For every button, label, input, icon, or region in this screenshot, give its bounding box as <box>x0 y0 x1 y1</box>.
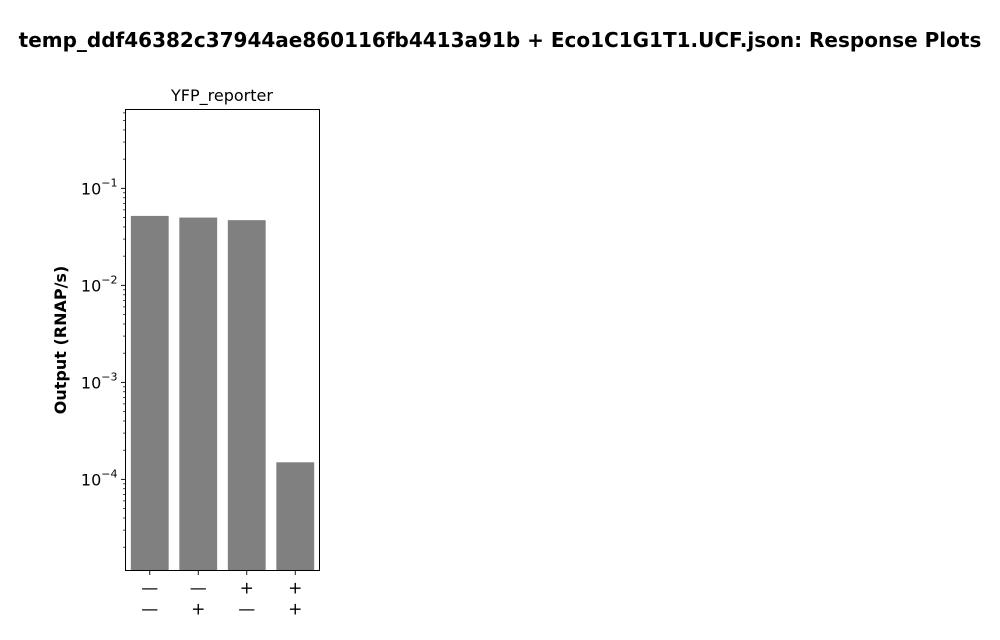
x-tick-label-row1: + <box>240 579 254 599</box>
x-tick-label-row2: + <box>191 600 205 620</box>
y-tick-label: 10−3 <box>81 370 118 392</box>
bar-4 <box>276 462 315 571</box>
figure-title: temp_ddf46382c37944ae860116fb4413a91b + … <box>18 28 982 52</box>
y-axis-title: Output (RNAP/s) <box>51 266 70 415</box>
y-tick-label: 10−2 <box>81 273 118 295</box>
bar-2 <box>179 217 218 571</box>
x-tick-label-row1: — <box>190 579 207 599</box>
bar-1 <box>130 215 169 571</box>
plot-frame <box>125 109 320 571</box>
x-tick-label-row1: — <box>141 579 158 599</box>
bar-3 <box>227 220 266 571</box>
bars-layer <box>130 215 315 571</box>
x-tick-label-row2: — <box>238 600 255 620</box>
y-tick-label: 10−1 <box>81 176 118 198</box>
x-tick-label-row1: + <box>288 579 302 599</box>
x-axis: ———++—++ <box>141 570 302 620</box>
y-axis: 10−1 10−2 10−3 10−4 <box>81 112 126 548</box>
y-tick-label: 10−4 <box>81 467 118 489</box>
panel-title: YFP_reporter <box>170 86 273 106</box>
x-tick-label-row2: + <box>288 600 302 620</box>
x-tick-label-row2: — <box>141 600 158 620</box>
